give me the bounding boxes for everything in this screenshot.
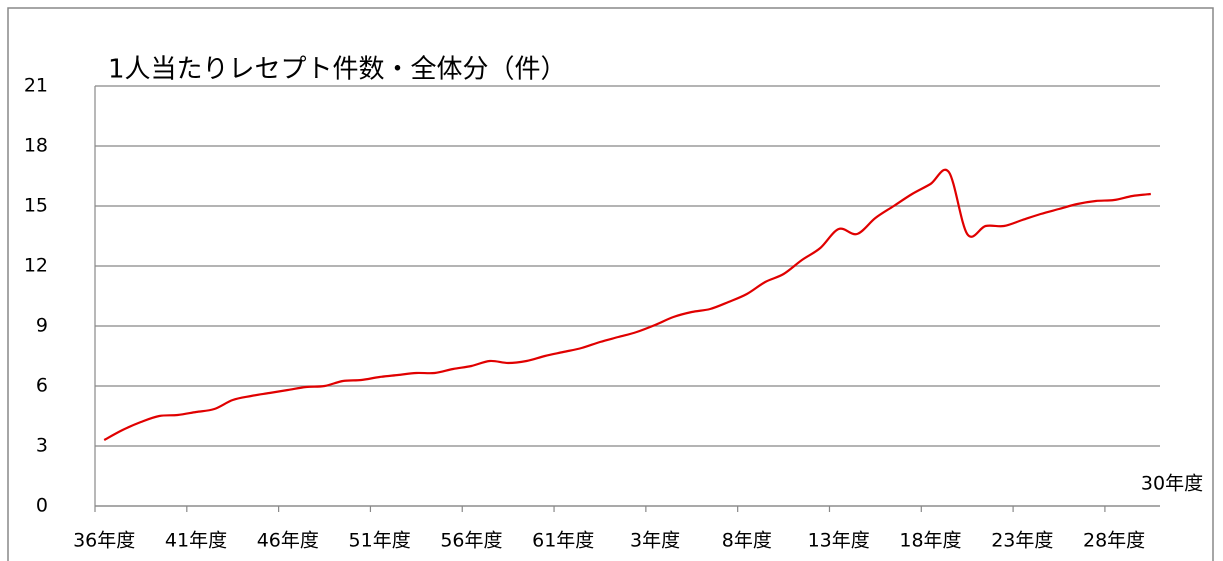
y-tick-label: 6 [36,375,48,397]
x-tick-label: 61年度 [532,530,594,552]
x-tick-label: 41年度 [165,530,227,552]
y-tick-label: 21 [24,75,48,97]
y-tick-label: 18 [24,135,48,157]
y-tick-label: 9 [36,315,48,337]
line [103,168,1151,441]
x-tick-label: 8年度 [722,530,772,552]
chart-frame [7,7,1214,561]
x-tick-label: 30年度 [1141,473,1203,495]
x-tick-label: 46年度 [257,530,319,552]
x-tick-label: 23年度 [991,530,1053,552]
chart-title: 1人当たりレセプト件数・全体分（件） [108,55,567,85]
y-tick-label: 12 [24,255,48,277]
y-tick-label: 3 [36,435,48,457]
x-tick-label: 18年度 [899,530,961,552]
x-tick-label: 36年度 [73,530,135,552]
x-tick-label: 3年度 [630,530,680,552]
y-tick-label: 0 [36,495,48,517]
x-tick-label: 51年度 [349,530,411,552]
x-tick-label: 56年度 [440,530,502,552]
x-tick-label: 13年度 [808,530,870,552]
y-tick-label: 15 [24,195,48,217]
x-tick-label: 28年度 [1083,530,1145,552]
